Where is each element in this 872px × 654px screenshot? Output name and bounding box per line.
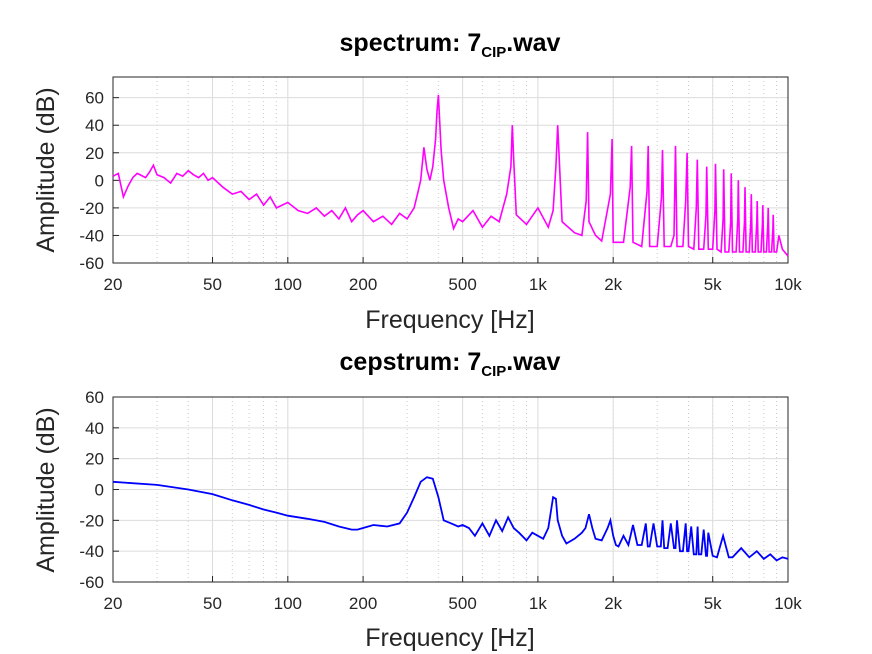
spectrum-x-tick-label: 1k [529, 275, 547, 294]
spectrum-y-tick-label: 40 [85, 116, 104, 135]
spectrum-plot-area [112, 76, 789, 264]
spectrum-x-tick-label: 2k [604, 275, 622, 294]
spectrum-y-tick-label: 0 [95, 171, 104, 190]
spectrum-x-tick-label: 5k [704, 275, 722, 294]
cepstrum-x-tick-label: 1k [529, 594, 547, 613]
cepstrum-x-tick-label: 10k [774, 594, 802, 613]
cepstrum-xlabel: Frequency [Hz] [365, 624, 535, 652]
spectrum-y-tick-label: 20 [85, 144, 104, 163]
spectrum-x-tick-label: 100 [274, 275, 302, 294]
cepstrum-panel: cepstrum: 7CIP.wav 20 50 100 200 500 1k 2k 5k 10… [32, 348, 802, 652]
cepstrum-title: cepstrum: 7CIP.wav [340, 348, 561, 380]
spectrum-x-tick-label: 50 [203, 275, 222, 294]
cepstrum-y-tick-label: -40 [79, 542, 104, 561]
spectrum-x-tick-label: 500 [448, 275, 476, 294]
spectrum-xlabel: Frequency [Hz] [365, 306, 535, 334]
spectrum-x-tick-label: 200 [349, 275, 377, 294]
cepstrum-x-tick-label: 100 [274, 594, 302, 613]
spectrum-panel: spectrum: 7CIP.wav 20 50 100 200 500 1k 2k 5k 10… [32, 29, 802, 334]
cepstrum-x-tick-label: 500 [448, 594, 476, 613]
cepstrum-y-tick-label: 20 [85, 450, 104, 469]
cepstrum-y-tick-label: 40 [85, 419, 104, 438]
cepstrum-x-tick-label: 5k [704, 594, 722, 613]
spectrum-ylabel: Amplitude (dB) [32, 87, 60, 252]
cepstrum-series-line [112, 476, 789, 562]
cepstrum-ticks: 20 50 100 200 500 1k 2k 5k 10k -60 -40 -20 0 20 40 60 [79, 388, 802, 613]
spectrum-title: spectrum: 7CIP.wav [340, 29, 561, 61]
spectrum-y-tick-label: -40 [79, 226, 104, 245]
spectrum-y-tick-label: 60 [85, 89, 104, 108]
spectrum-y-tick-label: -20 [79, 199, 104, 218]
cepstrum-x-tick-label: 50 [203, 594, 222, 613]
spectrum-x-tick-label: 10k [774, 275, 802, 294]
cepstrum-y-tick-label: -60 [79, 573, 104, 592]
spectrum-y-tick-label: -60 [79, 254, 104, 273]
spectrum-x-tick-label: 20 [104, 275, 123, 294]
cepstrum-x-tick-label: 200 [349, 594, 377, 613]
spectrum-ticks: 20 50 100 200 500 1k 2k 5k 10k -60 -40 -20 0 20 40 60 [79, 89, 802, 294]
cepstrum-x-tick-label: 2k [604, 594, 622, 613]
cepstrum-y-tick-label: 60 [85, 388, 104, 407]
cepstrum-x-tick-label: 20 [104, 594, 123, 613]
cepstrum-ylabel: Amplitude (dB) [32, 407, 60, 572]
cepstrum-y-tick-label: 0 [95, 481, 104, 500]
cepstrum-y-tick-label: -20 [79, 511, 104, 530]
spectrum-series-line [112, 94, 789, 257]
